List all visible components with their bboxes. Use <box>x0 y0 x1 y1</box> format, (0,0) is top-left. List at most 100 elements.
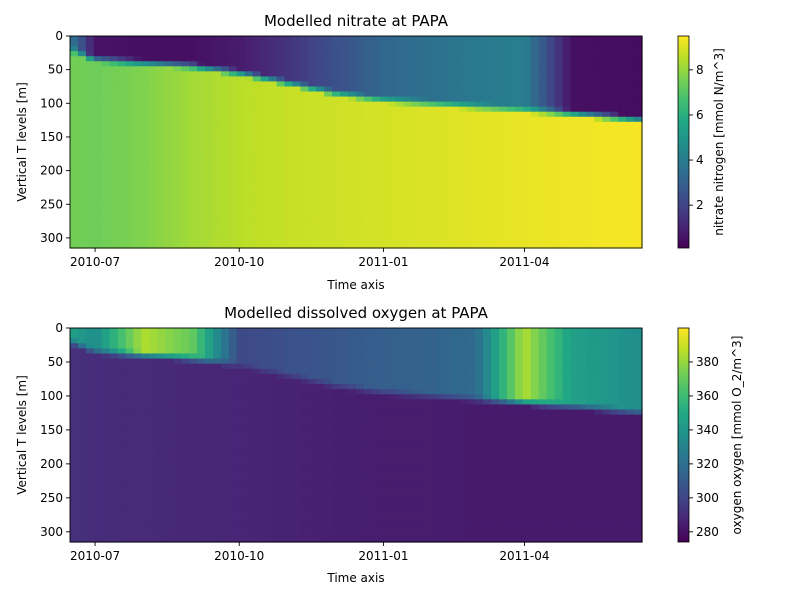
heatmap-cell <box>538 167 548 173</box>
heatmap-cell <box>570 71 580 77</box>
heatmap-cell <box>276 96 286 103</box>
heatmap-cell <box>300 363 309 370</box>
heatmap-cell <box>379 506 389 513</box>
heatmap-cell <box>101 419 111 426</box>
heatmap-cell <box>427 328 437 334</box>
heatmap-cell <box>236 36 246 42</box>
heatmap-cell <box>292 511 301 518</box>
heatmap-cell <box>93 91 103 98</box>
heatmap-cell <box>554 41 564 47</box>
heatmap-cell <box>213 333 222 339</box>
heatmap-cell <box>387 485 397 492</box>
heatmap-cell <box>268 516 278 523</box>
heatmap-cell <box>340 101 349 108</box>
heatmap-cell <box>70 187 79 194</box>
heatmap-cell <box>618 121 627 128</box>
heatmap-cell <box>387 111 397 118</box>
heatmap-cell <box>268 368 278 375</box>
heatmap-cell <box>236 526 246 533</box>
heatmap-cell <box>395 343 405 349</box>
heatmap-cell <box>292 465 301 472</box>
heatmap-cell <box>594 167 603 173</box>
heatmap-cell <box>419 106 429 113</box>
heatmap-cell <box>610 96 619 103</box>
heatmap-cell <box>189 358 198 365</box>
heatmap-cell <box>228 76 238 83</box>
heatmap-cell <box>189 56 198 62</box>
heatmap-cell <box>141 227 151 234</box>
heatmap-cell <box>411 66 421 72</box>
heatmap-cell <box>332 445 341 451</box>
heatmap-cell <box>93 353 103 360</box>
heatmap-cell <box>316 409 325 416</box>
heatmap-cell <box>546 212 556 219</box>
heatmap-cell <box>348 445 357 451</box>
heatmap-cell <box>308 445 317 451</box>
heatmap-cell <box>419 506 429 513</box>
heatmap-cell <box>618 36 627 42</box>
heatmap-cell <box>149 197 158 204</box>
heatmap-cell <box>554 177 564 183</box>
heatmap-cell <box>522 157 532 163</box>
heatmap-cell <box>395 465 405 472</box>
heatmap-cell <box>77 445 87 451</box>
heatmap-cell <box>427 197 437 204</box>
heatmap-cell <box>284 207 294 214</box>
heatmap-cell <box>85 491 95 497</box>
heatmap-cell <box>379 424 389 431</box>
heatmap-cell <box>284 470 294 477</box>
heatmap-cell <box>276 378 286 385</box>
heatmap-cell <box>284 511 294 518</box>
heatmap-cell <box>228 222 238 229</box>
heatmap-cell <box>149 237 158 244</box>
heatmap-cell <box>332 440 341 446</box>
heatmap-cell <box>165 81 174 88</box>
heatmap-cell <box>618 81 627 88</box>
heatmap-cell <box>610 131 619 138</box>
heatmap-cell <box>371 56 381 62</box>
heatmap-cell <box>324 394 333 400</box>
heatmap-cell <box>356 121 365 128</box>
heatmap-cell <box>308 202 317 209</box>
heatmap-cell <box>117 501 127 507</box>
heatmap-cell <box>371 131 381 138</box>
heatmap-cell <box>316 394 325 400</box>
heatmap-cell <box>602 41 611 47</box>
heatmap-cell <box>626 56 635 62</box>
heatmap-cell <box>348 496 357 502</box>
heatmap-cell <box>236 222 246 229</box>
heatmap-cell <box>197 363 206 370</box>
heatmap-cell <box>475 147 484 153</box>
heatmap-cell <box>101 111 111 118</box>
heatmap-cell <box>141 187 151 194</box>
heatmap-cell <box>189 485 198 492</box>
heatmap-cell <box>181 348 190 355</box>
heatmap-cell <box>181 328 190 334</box>
heatmap-cell <box>626 66 635 72</box>
heatmap-cell <box>300 445 309 451</box>
heatmap-cell <box>117 197 127 204</box>
heatmap-cell <box>93 116 103 123</box>
heatmap-cell <box>459 41 468 47</box>
heatmap-cell <box>427 101 437 108</box>
heatmap-cell <box>491 157 500 163</box>
heatmap-cell <box>443 242 452 249</box>
heatmap-cell <box>594 212 603 219</box>
heatmap-cell <box>435 207 444 214</box>
heatmap-cell <box>356 409 365 416</box>
heatmap-cell <box>363 394 373 400</box>
heatmap-cell <box>491 131 500 138</box>
heatmap-cell <box>371 475 381 482</box>
heatmap-cell <box>626 152 635 158</box>
heatmap-cell <box>451 207 460 214</box>
heatmap-cell <box>395 384 405 390</box>
heatmap-cell <box>284 192 294 199</box>
heatmap-cell <box>213 197 222 204</box>
heatmap-cell <box>340 172 349 178</box>
heatmap-cell <box>363 475 373 482</box>
heatmap-cell <box>189 121 198 128</box>
heatmap-cell <box>236 136 246 143</box>
heatmap-cell <box>205 187 214 194</box>
heatmap-cell <box>538 197 548 204</box>
heatmap-cell <box>165 162 174 168</box>
